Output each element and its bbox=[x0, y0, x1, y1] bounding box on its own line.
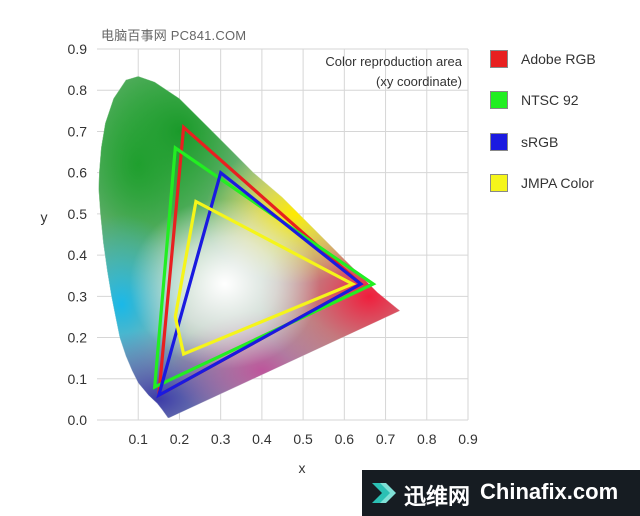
legend-swatch bbox=[490, 91, 508, 109]
y-tick-label: 0.8 bbox=[68, 82, 88, 98]
x-axis-label: x bbox=[299, 460, 306, 476]
y-tick-label: 0.4 bbox=[68, 247, 88, 263]
y-tick-label: 0.1 bbox=[68, 371, 88, 387]
y-tick-label: 0.5 bbox=[68, 206, 88, 222]
y-tick-label: 0.6 bbox=[68, 165, 88, 181]
x-tick-label: 0.6 bbox=[335, 431, 355, 447]
legend-swatch bbox=[490, 133, 508, 151]
site-watermark: 电脑百事网 PC841.COM bbox=[101, 28, 247, 43]
x-tick-label: 0.9 bbox=[458, 431, 478, 447]
annotation-line-1: Color reproduction area bbox=[325, 54, 462, 69]
y-tick-label: 0.3 bbox=[68, 288, 88, 304]
gamut-srgb bbox=[156, 169, 364, 399]
axes: 0.1 0.2 0.3 0.4 0.5 0.6 0.7 0.8 0.9 0.0 0.1 0.2 0.3 0… bbox=[68, 41, 478, 447]
x-tick-label: 0.5 bbox=[293, 431, 313, 447]
annotation-line-2: (xy coordinate) bbox=[376, 74, 462, 89]
x-tick-label: 0.2 bbox=[170, 431, 190, 447]
chinafix-logo-icon bbox=[372, 483, 396, 503]
legend-label: Adobe RGB bbox=[521, 51, 596, 67]
legend-swatch bbox=[490, 174, 508, 192]
legend-item-jmpa-color: JMPA Color bbox=[490, 172, 630, 194]
y-tick-label: 0.9 bbox=[68, 41, 88, 57]
legend-item-adobe-rgb: Adobe RGB bbox=[490, 48, 630, 70]
x-tick-label: 0.3 bbox=[211, 431, 231, 447]
y-tick-label: 0.0 bbox=[68, 412, 88, 428]
legend-item-srgb: sRGB bbox=[490, 131, 630, 153]
x-tick-label: 0.7 bbox=[376, 431, 396, 447]
legend-item-ntsc-92: NTSC 92 bbox=[490, 89, 630, 111]
legend-label: NTSC 92 bbox=[521, 92, 579, 108]
footer-brand-en: Chinafix.com bbox=[480, 479, 619, 504]
x-tick-label: 0.4 bbox=[252, 431, 272, 447]
y-axis-label: y bbox=[41, 209, 48, 225]
footer-brand-cn: 迅维网 bbox=[404, 485, 471, 510]
legend-swatch bbox=[490, 50, 508, 68]
legend-label: JMPA Color bbox=[521, 175, 594, 191]
legend-label: sRGB bbox=[521, 134, 559, 150]
footer-logo: 迅维网 Chinafix.com bbox=[362, 470, 640, 516]
gamut-series bbox=[152, 124, 377, 399]
y-tick-label: 0.2 bbox=[68, 330, 88, 346]
x-tick-label: 0.8 bbox=[417, 431, 437, 447]
y-tick-label: 0.7 bbox=[68, 123, 88, 139]
gamut-jmpa-color bbox=[173, 199, 357, 357]
x-tick-label: 0.1 bbox=[128, 431, 148, 447]
